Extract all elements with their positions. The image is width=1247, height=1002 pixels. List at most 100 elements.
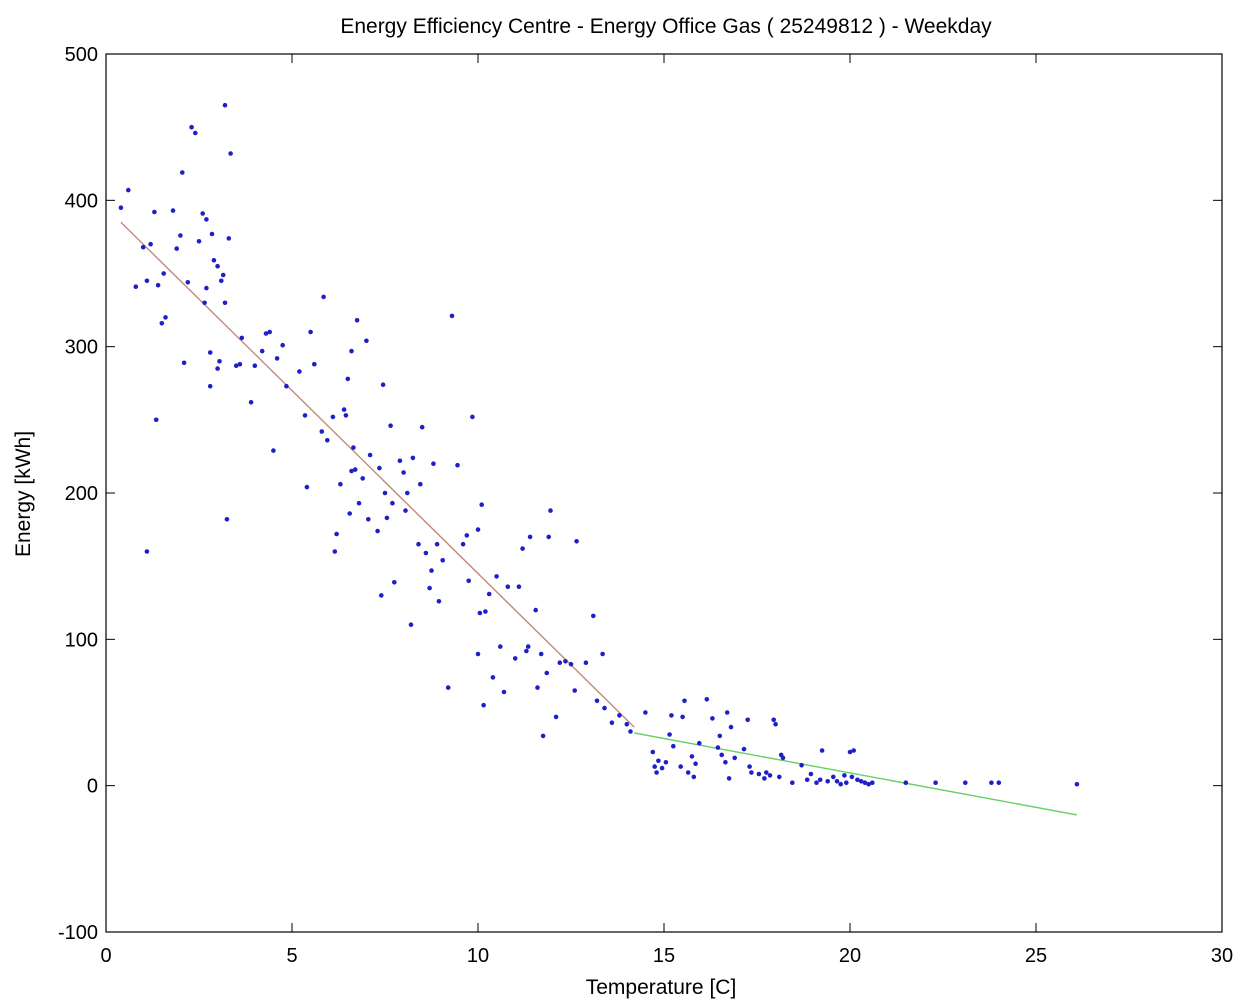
data-point bbox=[148, 241, 153, 247]
data-point bbox=[572, 688, 577, 693]
data-point bbox=[388, 423, 393, 429]
data-point bbox=[233, 363, 239, 369]
data-point bbox=[193, 130, 198, 136]
data-point bbox=[384, 515, 390, 521]
data-point bbox=[678, 764, 683, 769]
data-point bbox=[1074, 781, 1080, 787]
data-point bbox=[767, 773, 773, 778]
data-point bbox=[408, 622, 414, 627]
data-point bbox=[525, 644, 531, 649]
data-point bbox=[434, 541, 440, 547]
data-point bbox=[628, 729, 633, 734]
data-point bbox=[126, 187, 131, 193]
y-tick-label: 200 bbox=[65, 483, 98, 505]
data-point bbox=[903, 780, 909, 785]
data-point bbox=[140, 244, 146, 250]
data-point bbox=[321, 294, 326, 300]
data-point bbox=[704, 697, 710, 702]
data-point bbox=[464, 533, 470, 538]
data-point bbox=[185, 280, 191, 285]
data-point bbox=[431, 461, 436, 467]
data-point bbox=[207, 383, 213, 389]
data-point bbox=[312, 361, 317, 367]
data-point bbox=[304, 484, 310, 490]
x-tick-label: 10 bbox=[467, 945, 489, 967]
data-point bbox=[834, 779, 840, 784]
data-point bbox=[445, 685, 451, 690]
data-point bbox=[486, 591, 492, 597]
data-point bbox=[144, 549, 150, 554]
data-point bbox=[207, 350, 213, 355]
data-point bbox=[161, 271, 166, 276]
data-point bbox=[715, 745, 721, 750]
data-point bbox=[762, 776, 767, 781]
data-point bbox=[844, 780, 849, 785]
data-point bbox=[470, 414, 475, 420]
data-point bbox=[501, 689, 507, 695]
data-point bbox=[771, 717, 776, 723]
x-tick-label: 25 bbox=[1025, 945, 1047, 967]
x-tick-label: 5 bbox=[286, 945, 297, 967]
data-point bbox=[410, 455, 416, 461]
data-point bbox=[847, 749, 853, 755]
data-point bbox=[624, 721, 630, 727]
data-point bbox=[153, 417, 159, 423]
data-point bbox=[332, 549, 338, 554]
x-tick-label: 30 bbox=[1211, 945, 1233, 967]
x-tick-label: 15 bbox=[653, 945, 675, 967]
data-point bbox=[379, 593, 384, 598]
data-point bbox=[419, 424, 425, 430]
data-point bbox=[851, 748, 856, 753]
y-axis: -100 0 100 200 300 400 500 bbox=[58, 44, 1222, 944]
data-point bbox=[568, 661, 574, 667]
data-point bbox=[749, 770, 754, 775]
data-point bbox=[405, 490, 410, 496]
data-point bbox=[804, 777, 810, 783]
data-point bbox=[181, 360, 187, 366]
data-point bbox=[600, 651, 605, 657]
data-point bbox=[726, 776, 732, 781]
data-point bbox=[656, 758, 661, 764]
data-point bbox=[682, 698, 687, 704]
fit-line-base bbox=[634, 732, 1078, 816]
y-tick-label: 100 bbox=[65, 629, 98, 651]
y-tick-label: 300 bbox=[65, 337, 98, 359]
data-point bbox=[862, 780, 868, 785]
data-point bbox=[308, 329, 313, 335]
scatter-points bbox=[118, 102, 1080, 787]
data-point bbox=[719, 752, 724, 758]
data-point bbox=[217, 359, 222, 364]
data-point bbox=[390, 500, 395, 506]
data-point bbox=[118, 205, 124, 210]
y-tick-label: 400 bbox=[65, 190, 98, 212]
data-point bbox=[220, 272, 226, 278]
data-point bbox=[455, 462, 460, 468]
data-point bbox=[685, 770, 691, 775]
data-point bbox=[745, 717, 750, 723]
data-point bbox=[204, 285, 209, 291]
data-point bbox=[799, 762, 804, 768]
data-point bbox=[200, 211, 205, 216]
data-point bbox=[352, 467, 358, 472]
data-point bbox=[284, 383, 289, 389]
data-point bbox=[756, 771, 762, 777]
data-point bbox=[222, 102, 228, 108]
data-point bbox=[403, 508, 408, 513]
data-point bbox=[866, 781, 871, 787]
y-axis-title: Energy [kWh] bbox=[12, 431, 35, 557]
data-point bbox=[133, 284, 139, 290]
data-point bbox=[163, 315, 168, 320]
data-point bbox=[855, 777, 860, 783]
data-point bbox=[477, 610, 483, 616]
data-point bbox=[360, 476, 366, 481]
data-point bbox=[349, 468, 354, 474]
data-point bbox=[728, 724, 734, 730]
data-point bbox=[574, 539, 579, 544]
data-point bbox=[609, 720, 615, 725]
data-point bbox=[380, 382, 386, 388]
data-point bbox=[780, 755, 786, 761]
data-point bbox=[209, 231, 215, 237]
y-tick-label: -100 bbox=[58, 922, 98, 944]
data-point bbox=[741, 746, 747, 752]
